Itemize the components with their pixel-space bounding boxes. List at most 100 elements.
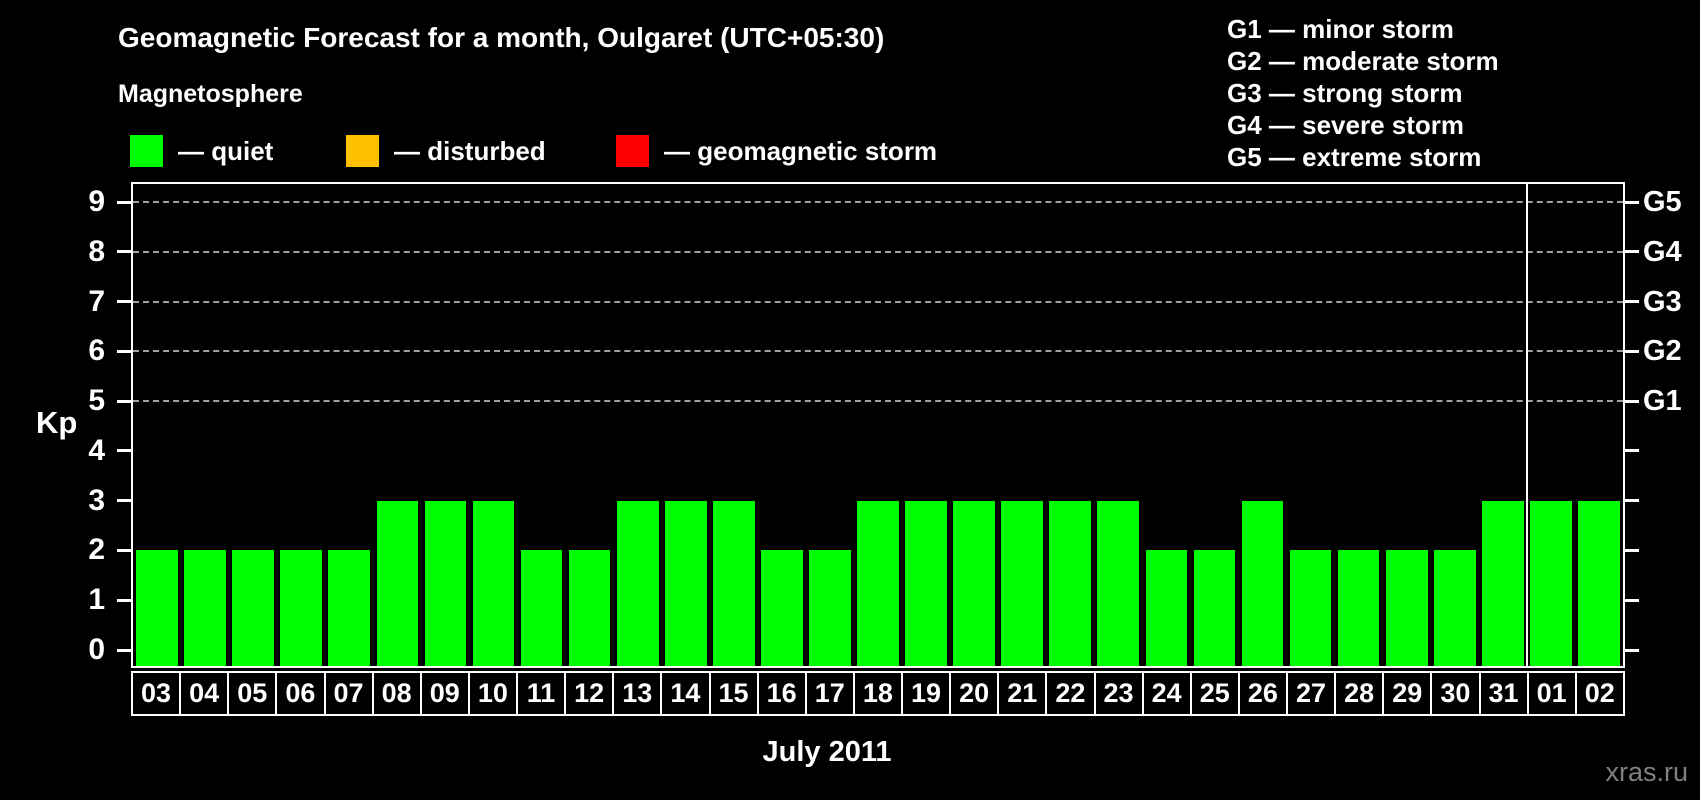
day-cell-24: 24 (1144, 673, 1192, 714)
kp-bar-day-23 (1097, 500, 1140, 666)
kp-bar-day-09 (424, 500, 467, 666)
kp-bar-day-15 (712, 500, 755, 666)
y-tick-label: 0 (88, 633, 105, 666)
kp-bar-day-07 (328, 550, 371, 666)
plot-area-border (131, 182, 1625, 668)
kp-bar-day-14 (664, 500, 707, 666)
kp-bar-day-25 (1193, 550, 1236, 666)
day-cell-23: 23 (1096, 673, 1144, 714)
day-cell-08: 08 (374, 673, 422, 714)
y-axis-tick-left (117, 349, 131, 353)
kp-bar-day-31 (1482, 500, 1524, 666)
kp-bar-day-16 (761, 550, 803, 666)
g-scale-label-g4: G4 (1643, 235, 1682, 268)
kp-bar-day-08 (376, 500, 419, 666)
day-cell-19: 19 (903, 673, 952, 714)
y-axis-tick-right (1625, 648, 1639, 652)
y-axis-tick-right (1625, 399, 1639, 403)
y-tick-label: 6 (88, 334, 105, 368)
storm-scale-line-g5: G5 — extreme storm (1227, 142, 1482, 172)
g-scale-label-g3: G3 (1643, 285, 1682, 318)
day-cell-03: 03 (133, 673, 182, 714)
day-cell-31: 31 (1481, 673, 1529, 714)
day-cell-09: 09 (422, 673, 470, 714)
day-cell-11: 11 (518, 673, 567, 714)
g-scale-label-g2: G2 (1643, 335, 1682, 368)
day-cell-15: 15 (711, 673, 759, 714)
legend-label-geomagnetic-storm: — geomagnetic storm (664, 136, 938, 166)
y-axis-tick-right (1625, 548, 1639, 552)
storm-scale-legend: G1 — minor storm G2 — moderate storm G3 … (1227, 13, 1499, 173)
kp-bar-day-06 (280, 550, 323, 666)
day-cell-27: 27 (1288, 673, 1337, 714)
day-cell-28: 28 (1336, 673, 1385, 714)
kp-bar-day-29 (1385, 550, 1428, 666)
y-axis-tick-left (117, 399, 131, 403)
y-axis-tick-right (1625, 250, 1639, 254)
y-axis-tick-right (1625, 300, 1639, 304)
y-tick-label: 3 (88, 483, 105, 517)
day-cell-05: 05 (229, 673, 278, 714)
day-cell-18: 18 (855, 673, 903, 714)
kp-gridline-9 (133, 201, 1623, 203)
y-axis-tick-left (117, 598, 131, 602)
geomagnetic-storm-color-swatch (616, 135, 649, 167)
kp-bar-day-02 (1578, 500, 1620, 666)
day-cell-17: 17 (807, 673, 855, 714)
day-cell-07: 07 (326, 673, 374, 714)
y-axis-title: Kp (36, 405, 78, 440)
legend-label-disturbed: — disturbed (394, 136, 546, 166)
legend-heading: Magnetosphere (118, 80, 303, 108)
y-tick-label: 7 (88, 284, 105, 318)
day-cell-25: 25 (1192, 673, 1240, 714)
day-cell-14: 14 (662, 673, 711, 714)
day-cell-04: 04 (181, 673, 230, 714)
y-axis-tick-left (117, 250, 131, 254)
day-cell-01: 01 (1529, 673, 1577, 714)
day-cell-10: 10 (470, 673, 518, 714)
day-cell-06: 06 (277, 673, 326, 714)
kp-bar-day-11 (520, 550, 563, 666)
kp-bar-day-12 (568, 550, 611, 666)
kp-bar-day-21 (1001, 500, 1044, 666)
day-cell-12: 12 (566, 673, 615, 714)
y-axis-tick-left (117, 200, 131, 204)
y-tick-label: 9 (88, 185, 105, 218)
y-tick-label: 4 (88, 433, 105, 467)
watermark: xras.ru (1605, 757, 1688, 787)
kp-bar-day-05 (232, 550, 274, 666)
storm-scale-line-g2: G2 — moderate storm (1227, 46, 1499, 76)
day-cell-30: 30 (1432, 673, 1481, 714)
month-separator-line (1525, 184, 1528, 666)
y-axis-tick-left (117, 648, 131, 652)
day-cell-22: 22 (1047, 673, 1096, 714)
y-axis-tick-right (1625, 200, 1639, 204)
page-title: Geomagnetic Forecast for a month, Oulgar… (118, 22, 885, 53)
legend-label-quiet: — quiet (178, 136, 274, 166)
kp-bar-day-27 (1289, 550, 1332, 666)
g-scale-label-g5: G5 (1643, 186, 1682, 218)
y-axis-tick-right (1625, 449, 1639, 453)
y-tick-label: 5 (88, 384, 105, 418)
kp-bar-day-20 (953, 500, 995, 666)
x-axis-day-row: 03 04 05 06 07 08 09 10 11 12 13 14 15 16 17 18 19 20 21 22… (131, 671, 1625, 716)
quiet-color-swatch (130, 135, 163, 167)
kp-bar-day-13 (616, 500, 659, 666)
x-axis-title: July 2011 (762, 736, 892, 768)
kp-bar-day-22 (1049, 500, 1092, 666)
kp-bar-day-28 (1337, 550, 1380, 666)
y-tick-label: 1 (88, 583, 105, 617)
day-cell-20: 20 (951, 673, 1000, 714)
kp-bar-day-01 (1530, 500, 1572, 666)
kp-bar-day-24 (1145, 550, 1188, 666)
kp-bar-day-18 (857, 500, 899, 666)
y-axis-tick-left (117, 548, 131, 552)
kp-bar-day-03 (136, 550, 178, 666)
y-tick-label: 8 (88, 234, 105, 268)
kp-bar-day-26 (1241, 500, 1284, 666)
storm-scale-line-g4: G4 — severe storm (1227, 110, 1465, 140)
day-cell-16: 16 (759, 673, 807, 714)
y-axis-tick-right (1625, 499, 1639, 503)
storm-scale-line-g3: G3 — strong storm (1227, 78, 1463, 108)
y-axis-tick-right (1625, 349, 1639, 353)
